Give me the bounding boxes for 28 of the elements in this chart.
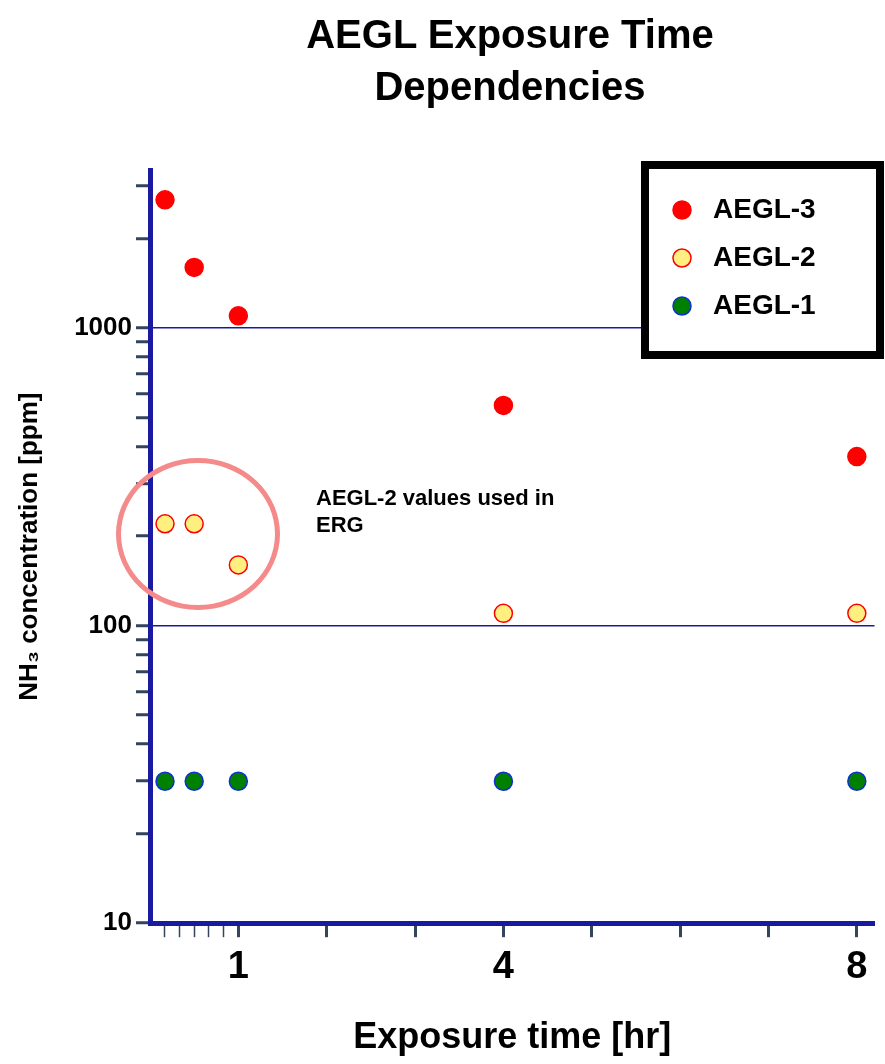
point — [228, 555, 249, 575]
x-tick-label: 4 — [492, 944, 514, 987]
point — [228, 771, 249, 791]
legend-label: AEGL-3 — [713, 192, 816, 224]
point — [228, 306, 249, 326]
x-tick-label: 8 — [846, 944, 868, 987]
point — [493, 395, 514, 416]
point — [847, 603, 867, 624]
x-tick-label: 1 — [227, 944, 249, 987]
x-axis-title: Exposure time [hr] — [353, 1015, 672, 1057]
annotation: AEGL-2 values used in ERG — [316, 484, 556, 538]
point — [155, 190, 175, 210]
y-tick-label: 10 — [103, 906, 132, 937]
point — [847, 446, 867, 467]
point — [184, 771, 204, 791]
legend-label: AEGL-2 — [713, 240, 816, 272]
y-tick-label: 100 — [88, 608, 132, 639]
point — [493, 771, 514, 791]
point — [155, 514, 175, 534]
point — [155, 771, 175, 791]
point — [493, 603, 514, 624]
point — [847, 771, 867, 791]
chart-title: AEGL Exposure Time Dependencies — [305, 11, 715, 110]
point — [184, 514, 204, 534]
legend-label: AEGL-1 — [713, 288, 816, 320]
y-tick-label: 1000 — [74, 311, 132, 342]
y-axis-title: NH₃ concentration [ppm] — [12, 392, 43, 701]
point — [184, 257, 204, 278]
